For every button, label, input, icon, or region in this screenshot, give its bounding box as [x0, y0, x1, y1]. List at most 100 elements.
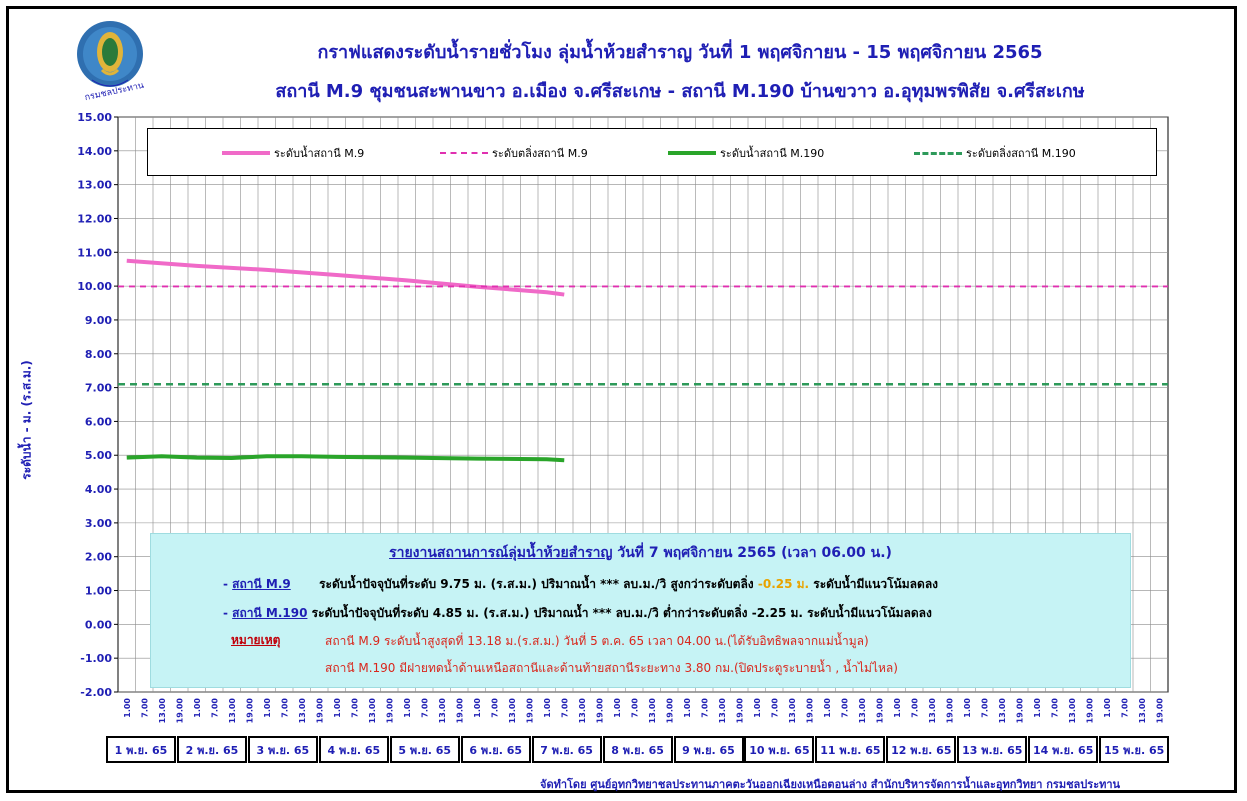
date-cell: 7 พ.ย. 65: [531, 736, 602, 763]
chart-subtitle: สถานี M.9 ชุมชนสะพานขาว อ.เมือง จ.ศรีสะเ…: [275, 81, 1085, 102]
x-tick-label: 19.00: [175, 698, 184, 724]
date-cell: 2 พ.ย. 65: [176, 736, 247, 763]
series-line-m9-level: [126, 258, 565, 297]
legend-swatch: [914, 151, 962, 155]
legend-label: ระดับตลิ่งสถานี M.9: [492, 147, 588, 160]
x-tick-label: 7.00: [980, 698, 989, 718]
x-tick-label: 1.00: [963, 698, 972, 718]
y-tick-label: 11.00: [77, 246, 112, 259]
report-row-text: ระดับน้ำปัจจุบันที่ระดับ 4.85 ม. (ร.ส.ม.…: [311, 606, 932, 620]
x-tick-label: 1.00: [823, 698, 832, 718]
report-note-2: สถานี M.190 มีฝายทดน้ำด้านเหนือสถานีและด…: [325, 661, 898, 675]
legend-item-m190-level: ระดับน้ำสถานี M.190: [668, 144, 824, 162]
x-tick-label: 19.00: [455, 698, 464, 724]
x-tick-label: 19.00: [805, 698, 814, 724]
x-tick-label: 19.00: [1155, 698, 1164, 724]
y-tick-label: 0.00: [85, 618, 112, 631]
legend-label: ระดับน้ำสถานี M.9: [274, 147, 365, 160]
y-tick-label: 5.00: [85, 449, 112, 462]
x-tick-label: 13.00: [228, 698, 237, 724]
x-tick-label: 1.00: [193, 698, 202, 718]
x-tick-label: 7.00: [700, 698, 709, 718]
report-note-label: หมายเหตุ: [231, 631, 280, 650]
x-tick-label: 1.00: [1033, 698, 1042, 718]
x-tick-label: 7.00: [1050, 698, 1059, 718]
legend-swatch: [668, 151, 716, 155]
situation-report-box: รายงานสถานการณ์ลุ่มน้ำห้วยสำราญ วันที่ 7…: [150, 533, 1131, 688]
x-tick-label: 7.00: [140, 698, 149, 718]
x-tick-label: 13.00: [298, 698, 307, 724]
report-row-text: ระดับน้ำปัจจุบันที่ระดับ 9.75 ม. (ร.ส.ม.…: [319, 577, 754, 591]
x-tick-label: 7.00: [770, 698, 779, 718]
x-tick-label: 7.00: [840, 698, 849, 718]
x-tick-label: 13.00: [1138, 698, 1147, 724]
x-tick-label: 1.00: [753, 698, 762, 718]
legend-label: ระดับน้ำสถานี M.190: [720, 147, 825, 160]
date-cell: 6 พ.ย. 65: [460, 736, 531, 763]
x-tick-label: 1.00: [333, 698, 342, 718]
x-tick-label: 1.00: [683, 698, 692, 718]
note-label: หมายเหตุ: [231, 633, 281, 647]
legend-label: ระดับตลิ่งสถานี M.190: [966, 147, 1076, 160]
y-tick-label: 6.00: [85, 415, 112, 428]
date-cell: 15 พ.ย. 65: [1099, 736, 1170, 763]
x-tick-label: 13.00: [368, 698, 377, 724]
x-tick-label: 19.00: [245, 698, 254, 724]
x-tick-label: 19.00: [315, 698, 324, 724]
station-link-m9: สถานี M.9: [232, 577, 291, 591]
date-axis-boxes: 1 พ.ย. 65 2 พ.ย. 65 3 พ.ย. 65 4 พ.ย. 65 …: [106, 736, 1170, 763]
date-cell: 5 พ.ย. 65: [389, 736, 460, 763]
x-tick-label: 7.00: [420, 698, 429, 718]
date-cell: 10 พ.ย. 65: [744, 736, 815, 763]
x-tick-label: 19.00: [875, 698, 884, 724]
x-tick-label: 19.00: [735, 698, 744, 724]
x-tick-label: 13.00: [648, 698, 657, 724]
x-tick-label: 7.00: [1120, 698, 1129, 718]
x-tick-label: 1.00: [893, 698, 902, 718]
x-tick-label: 7.00: [910, 698, 919, 718]
x-tick-label: 7.00: [210, 698, 219, 718]
y-tick-label: 13.00: [77, 179, 112, 192]
date-cell: 8 พ.ย. 65: [602, 736, 673, 763]
report-row-trend: ระดับน้ำมีแนวโน้มลดลง: [813, 577, 939, 591]
x-tick-label: 13.00: [578, 698, 587, 724]
y-tick-label: 10.00: [77, 280, 112, 293]
x-tick-label: 1.00: [613, 698, 622, 718]
report-title: รายงานสถานการณ์ลุ่มน้ำห้วยสำราญ วันที่ 7…: [151, 542, 1130, 564]
x-tick-label: 19.00: [525, 698, 534, 724]
x-tick-label: 13.00: [998, 698, 1007, 724]
y-tick-label: 12.00: [77, 212, 112, 225]
chart-legend: ระดับน้ำสถานี M.9 ระดับตลิ่งสถานี M.9 ระ…: [147, 128, 1157, 176]
legend-item-m9-level: ระดับน้ำสถานี M.9: [222, 144, 364, 162]
y-tick-label: 7.00: [85, 382, 112, 395]
x-tick-label: 13.00: [928, 698, 937, 724]
date-cell: 13 พ.ย. 65: [957, 736, 1028, 763]
x-tick-label: 13.00: [788, 698, 797, 724]
y-tick-label: 15.00: [77, 111, 112, 124]
legend-item-m190-bank: ระดับตลิ่งสถานี M.190: [914, 144, 1076, 162]
x-tick-label: 13.00: [1068, 698, 1077, 724]
x-tick-label: 1.00: [263, 698, 272, 718]
x-tick-label: 13.00: [438, 698, 447, 724]
series-line-m190-level: [126, 454, 565, 463]
x-tick-label: 19.00: [665, 698, 674, 724]
x-tick-label: 1.00: [543, 698, 552, 718]
report-title-date: วันที่ 7 พฤศจิกายน 2565 (เวลา 06.00 น.): [612, 545, 892, 561]
date-cell: 4 พ.ย. 65: [318, 736, 389, 763]
y-tick-label: 9.00: [85, 314, 112, 327]
footer-credit: จัดทำโดย ศูนย์อุทกวิทยาชลประทานภาคตะวันอ…: [540, 778, 1121, 791]
y-tick-label: 2.00: [85, 551, 112, 564]
legend-swatch: [222, 151, 270, 155]
date-cell: 9 พ.ย. 65: [673, 736, 744, 763]
x-tick-label: 1.00: [403, 698, 412, 718]
x-tick-label: 19.00: [385, 698, 394, 724]
report-note-1: สถานี M.9 ระดับน้ำสูงสุดที่ 13.18 ม.(ร.ส…: [325, 634, 869, 648]
y-tick-label: 1.00: [85, 585, 112, 598]
x-tick-label: 13.00: [718, 698, 727, 724]
legend-item-m9-bank: ระดับตลิ่งสถานี M.9: [440, 144, 588, 162]
x-tick-label: 13.00: [508, 698, 517, 724]
report-row-m190: - สถานี M.190 ระดับน้ำปัจจุบันที่ระดับ 4…: [223, 604, 932, 623]
y-tick-label: 8.00: [85, 348, 112, 361]
date-cell: 11 พ.ย. 65: [815, 736, 886, 763]
y-tick-label: 4.00: [85, 483, 112, 496]
